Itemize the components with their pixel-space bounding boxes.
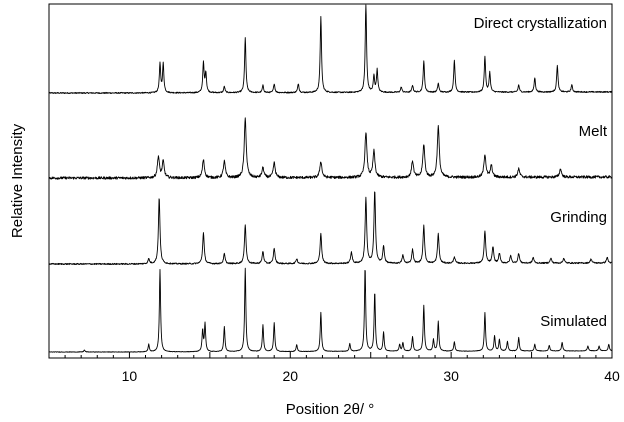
x-axis-title: Position 2θ/ °: [286, 401, 375, 418]
trace-direct-crystallization: [48, 4, 613, 95]
series-label-direct-crystallization: Direct crystallization: [474, 15, 607, 32]
x-tick-label: 20: [282, 368, 298, 384]
series-label-simulated: Simulated: [540, 313, 607, 330]
x-tick-label: 40: [604, 368, 620, 384]
x-tick-label: 30: [443, 368, 459, 384]
y-axis-title: Relative Intensity: [9, 123, 26, 238]
x-tick-label: 10: [122, 368, 138, 384]
diffraction-traces: [48, 4, 613, 353]
series-label-melt: Melt: [579, 123, 608, 140]
series-label-grinding: Grinding: [550, 209, 607, 226]
trace-melt: [48, 117, 613, 180]
series-labels: Direct crystallization Melt Grinding Simula…: [474, 15, 608, 330]
plot-frame: [48, 3, 613, 359]
trace-simulated: [48, 267, 613, 353]
x-axis-ticks: 10 20 30 40: [48, 352, 620, 384]
trace-grinding: [48, 191, 613, 266]
